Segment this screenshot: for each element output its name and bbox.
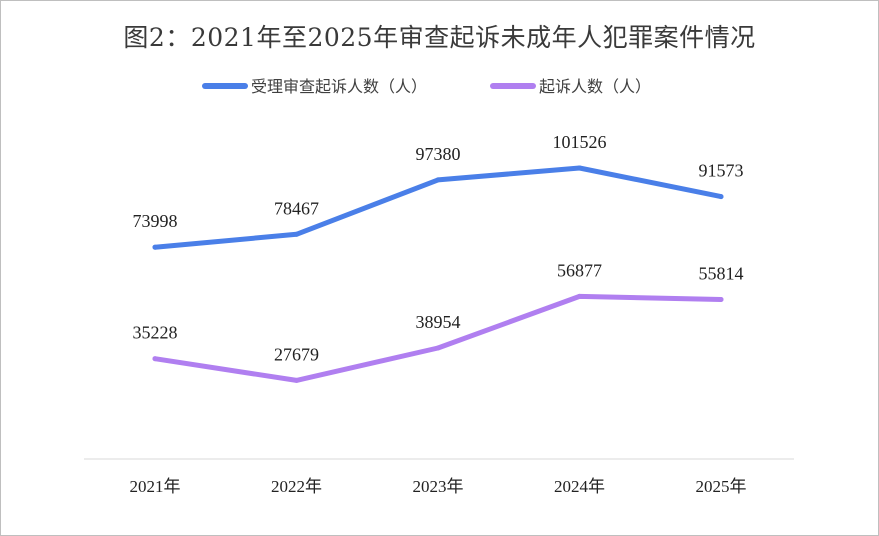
data-point [718, 194, 724, 200]
data-label: 55814 [699, 264, 744, 284]
data-label: 91573 [699, 161, 744, 181]
legend-label-2: 起诉人数（人） [539, 77, 651, 96]
series-line-2 [152, 293, 724, 383]
data-point [577, 293, 582, 299]
legend-label-1: 受理审查起诉人数（人） [251, 77, 427, 96]
x-tick-label: 2025年 [696, 477, 747, 496]
x-tick-label: 2021年 [130, 477, 181, 496]
x-tick-label: 2024年 [554, 477, 605, 496]
data-point [294, 377, 299, 383]
data-point [294, 231, 299, 237]
data-label: 97380 [416, 144, 461, 164]
data-label: 78467 [274, 198, 319, 218]
data-point [577, 165, 582, 171]
data-label: 27679 [274, 344, 319, 364]
x-tick-label: 2023年 [413, 477, 464, 496]
data-label: 35228 [133, 323, 178, 343]
data-label: 73998 [133, 211, 178, 231]
data-point [435, 345, 441, 351]
data-label: 56877 [557, 260, 602, 280]
x-tick-label: 2022年 [271, 477, 322, 496]
data-point [152, 356, 158, 362]
chart-title: 图2：2021年至2025年审查起诉未成年人犯罪案件情况 [123, 23, 756, 52]
data-point [152, 244, 158, 250]
data-label: 101526 [553, 132, 607, 152]
data-point [435, 177, 441, 183]
data-label: 38954 [416, 312, 461, 332]
data-point [718, 297, 724, 302]
